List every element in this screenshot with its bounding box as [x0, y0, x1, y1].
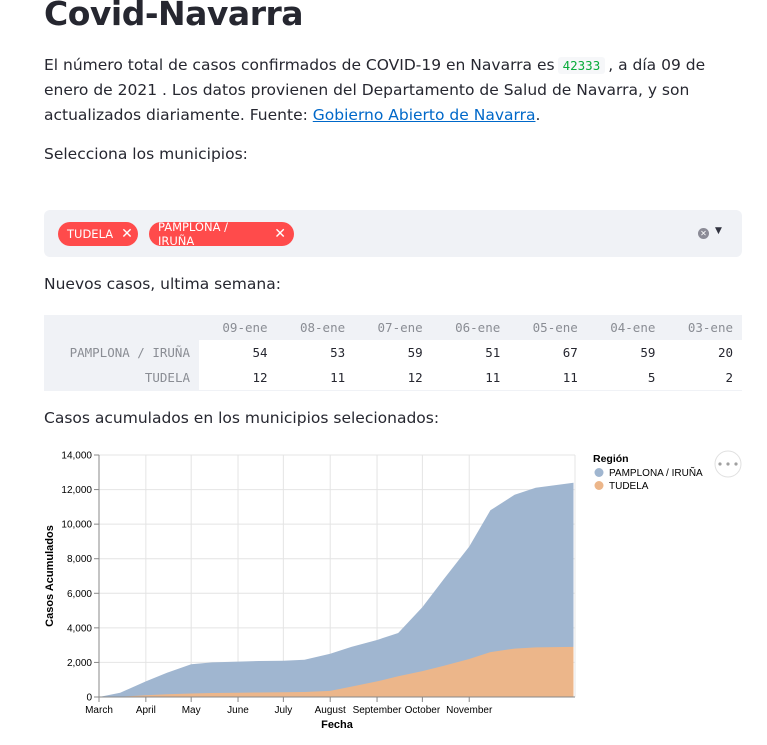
area-series-tudela [99, 646, 574, 697]
tag-label: PAMPLONA / IRUÑA [158, 220, 228, 248]
x-tick-label: August [315, 705, 346, 716]
table-cell: 54 [199, 340, 277, 365]
table-cell: 2 [664, 365, 742, 390]
row-header: TUDELA [144, 370, 190, 385]
x-tick-label: October [405, 705, 441, 716]
column-header: 09-ene [222, 320, 268, 335]
table-corner [44, 315, 199, 340]
y-tick-label: 4,000 [67, 623, 92, 634]
close-icon[interactable]: ✕ [274, 226, 286, 242]
table-cell: 59 [354, 340, 432, 365]
legend-swatch [594, 481, 604, 490]
table-cell: 5 [586, 365, 665, 390]
legend-swatch [594, 468, 604, 477]
x-axis-title: Fecha [321, 719, 354, 731]
menu-dot [726, 462, 730, 466]
tag-pamplona[interactable]: PAMPLONA / IRUÑA ✕ [149, 220, 294, 248]
y-tick-label: 6,000 [67, 589, 92, 600]
x-tick-label: June [227, 705, 249, 716]
column-header: 04-ene [610, 320, 656, 335]
y-tick-label: 8,000 [67, 554, 92, 565]
tag-label: TUDELA [67, 227, 114, 241]
area-series-pamplona [99, 482, 574, 697]
table-cell: 20 [664, 340, 742, 365]
menu-dot [718, 462, 722, 466]
table-cell: 12 [199, 365, 277, 390]
clear-all-icon[interactable]: ✕ [698, 228, 709, 239]
column-header: 06-ene [455, 320, 501, 335]
page-title: Covid-Navarra [44, 0, 304, 33]
table-cell: 67 [509, 340, 587, 365]
menu-dot [734, 462, 738, 466]
column-header: 05-ene [532, 320, 578, 335]
y-tick-label: 0 [86, 693, 92, 704]
legend-title: Región [593, 453, 629, 465]
x-tick-label: May [182, 705, 201, 716]
source-link[interactable]: Gobierno Abierto de Navarra [312, 106, 536, 124]
x-tick-label: September [353, 705, 403, 716]
legend-label: TUDELA [609, 481, 649, 492]
municipality-select-label: Selecciona los municipios: [44, 145, 248, 163]
y-axis-title: Casos Acumulados [44, 525, 56, 627]
accumulated-cases-label: Casos acumulados en los municipios selec… [44, 409, 440, 427]
new-cases-table: 09-ene 08-ene 07-ene 06-ene 05-ene 04-en… [44, 315, 742, 391]
column-header: 03-ene [687, 320, 733, 335]
y-tick-label: 10,000 [61, 520, 92, 531]
total-cases-value: 42333 [557, 57, 606, 74]
table-cell: 53 [276, 340, 355, 365]
row-header: PAMPLONA / IRUÑA [69, 345, 190, 360]
intro-text: El número total de casos confirmados de … [44, 56, 555, 74]
column-header: 07-ene [377, 320, 423, 335]
table-row: TUDELA 12 11 12 11 11 5 2 [44, 365, 742, 390]
intro-text-2: , a día 09 de enero de 2021 . Los datos … [44, 56, 706, 124]
column-header: 08-ene [299, 320, 346, 335]
y-tick-label: 14,000 [61, 451, 92, 462]
table-header-row: 09-ene 08-ene 07-ene 06-ene 05-ene 04-en… [44, 315, 742, 340]
table-cell: 59 [586, 340, 665, 365]
table-cell: 51 [431, 340, 510, 365]
table-row: PAMPLONA / IRUÑA 54 53 59 51 67 59 20 [44, 340, 742, 365]
intro-paragraph: El número total de casos confirmados de … [44, 53, 744, 128]
municipality-multiselect[interactable]: TUDELA ✕ PAMPLONA / IRUÑA ✕ ✕ ▼ [44, 210, 742, 257]
y-tick-label: 12,000 [61, 485, 92, 496]
intro-end: . [535, 106, 541, 124]
new-cases-label: Nuevos casos, ultima semana: [44, 275, 281, 293]
legend-label: PAMPLONA / IRUÑA [609, 466, 703, 479]
close-icon[interactable]: ✕ [121, 226, 133, 242]
table-cell: 11 [276, 365, 355, 390]
tag-tudela[interactable]: TUDELA ✕ [58, 222, 138, 246]
x-tick-label: November [446, 705, 493, 716]
accumulated-cases-chart: 0 2,000 4,000 6,000 8,000 10,000 12,000 14,000 M… [44, 450, 742, 731]
x-tick-label: July [274, 705, 292, 716]
x-tick-label: March [85, 705, 113, 716]
table-cell: 11 [509, 365, 587, 390]
table-cell: 11 [431, 365, 510, 390]
table-cell: 12 [354, 365, 432, 390]
y-tick-label: 2,000 [67, 658, 92, 669]
caret-down-icon[interactable]: ▼ [715, 226, 722, 236]
x-tick-label: April [136, 705, 156, 716]
